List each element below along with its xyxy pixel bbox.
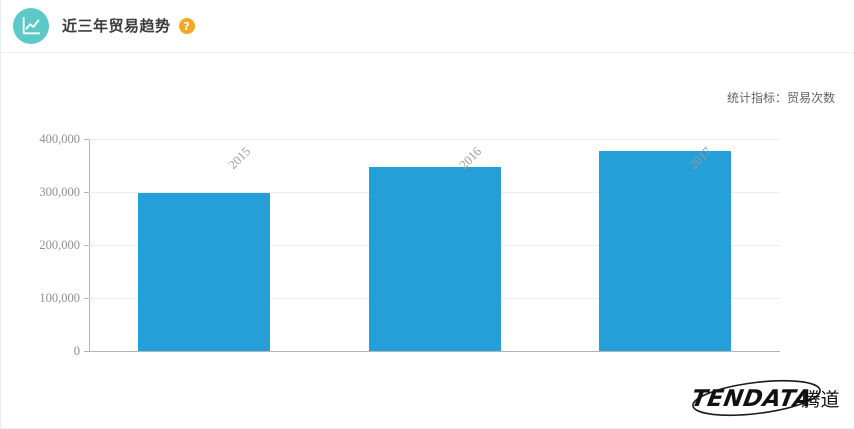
x-axis-tick-label: 2015 xyxy=(225,144,254,172)
card-body: 统计指标：贸易次数 0 100,000 200,000 300,000 400,000 … xyxy=(1,54,854,428)
y-axis-tick xyxy=(84,298,89,299)
gridline: 0 xyxy=(74,345,780,357)
y-axis-tick xyxy=(84,245,89,246)
y-axis-tick-label: 200,000 xyxy=(39,237,80,252)
y-axis-tick xyxy=(84,351,89,352)
y-axis-tick xyxy=(84,139,89,140)
plot-area: 0 100,000 200,000 300,000 400,000 2015 2016 20… xyxy=(39,133,780,357)
page-title: 近三年贸易趋势 xyxy=(62,17,171,35)
y-axis-tick-label: 400,000 xyxy=(39,131,80,146)
gridline: 400,000 xyxy=(39,133,780,145)
y-axis-tick-label: 100,000 xyxy=(39,290,80,305)
line-chart-icon xyxy=(13,8,49,44)
y-axis-tick-label: 300,000 xyxy=(39,184,80,199)
card-header: 近三年贸易趋势 ? xyxy=(1,0,854,53)
metric-indicator-label: 统计指标：贸易次数 xyxy=(726,91,835,105)
bar-chart: 0 100,000 200,000 300,000 400,000 2015 2016 20… xyxy=(1,54,854,428)
help-icon[interactable]: ? xyxy=(178,18,195,34)
y-axis-tick-label: 0 xyxy=(73,343,80,358)
bar-2016[interactable] xyxy=(368,166,501,351)
bar-2015[interactable] xyxy=(138,193,271,351)
bar-2017[interactable] xyxy=(598,151,731,351)
y-axis-tick xyxy=(84,192,89,193)
